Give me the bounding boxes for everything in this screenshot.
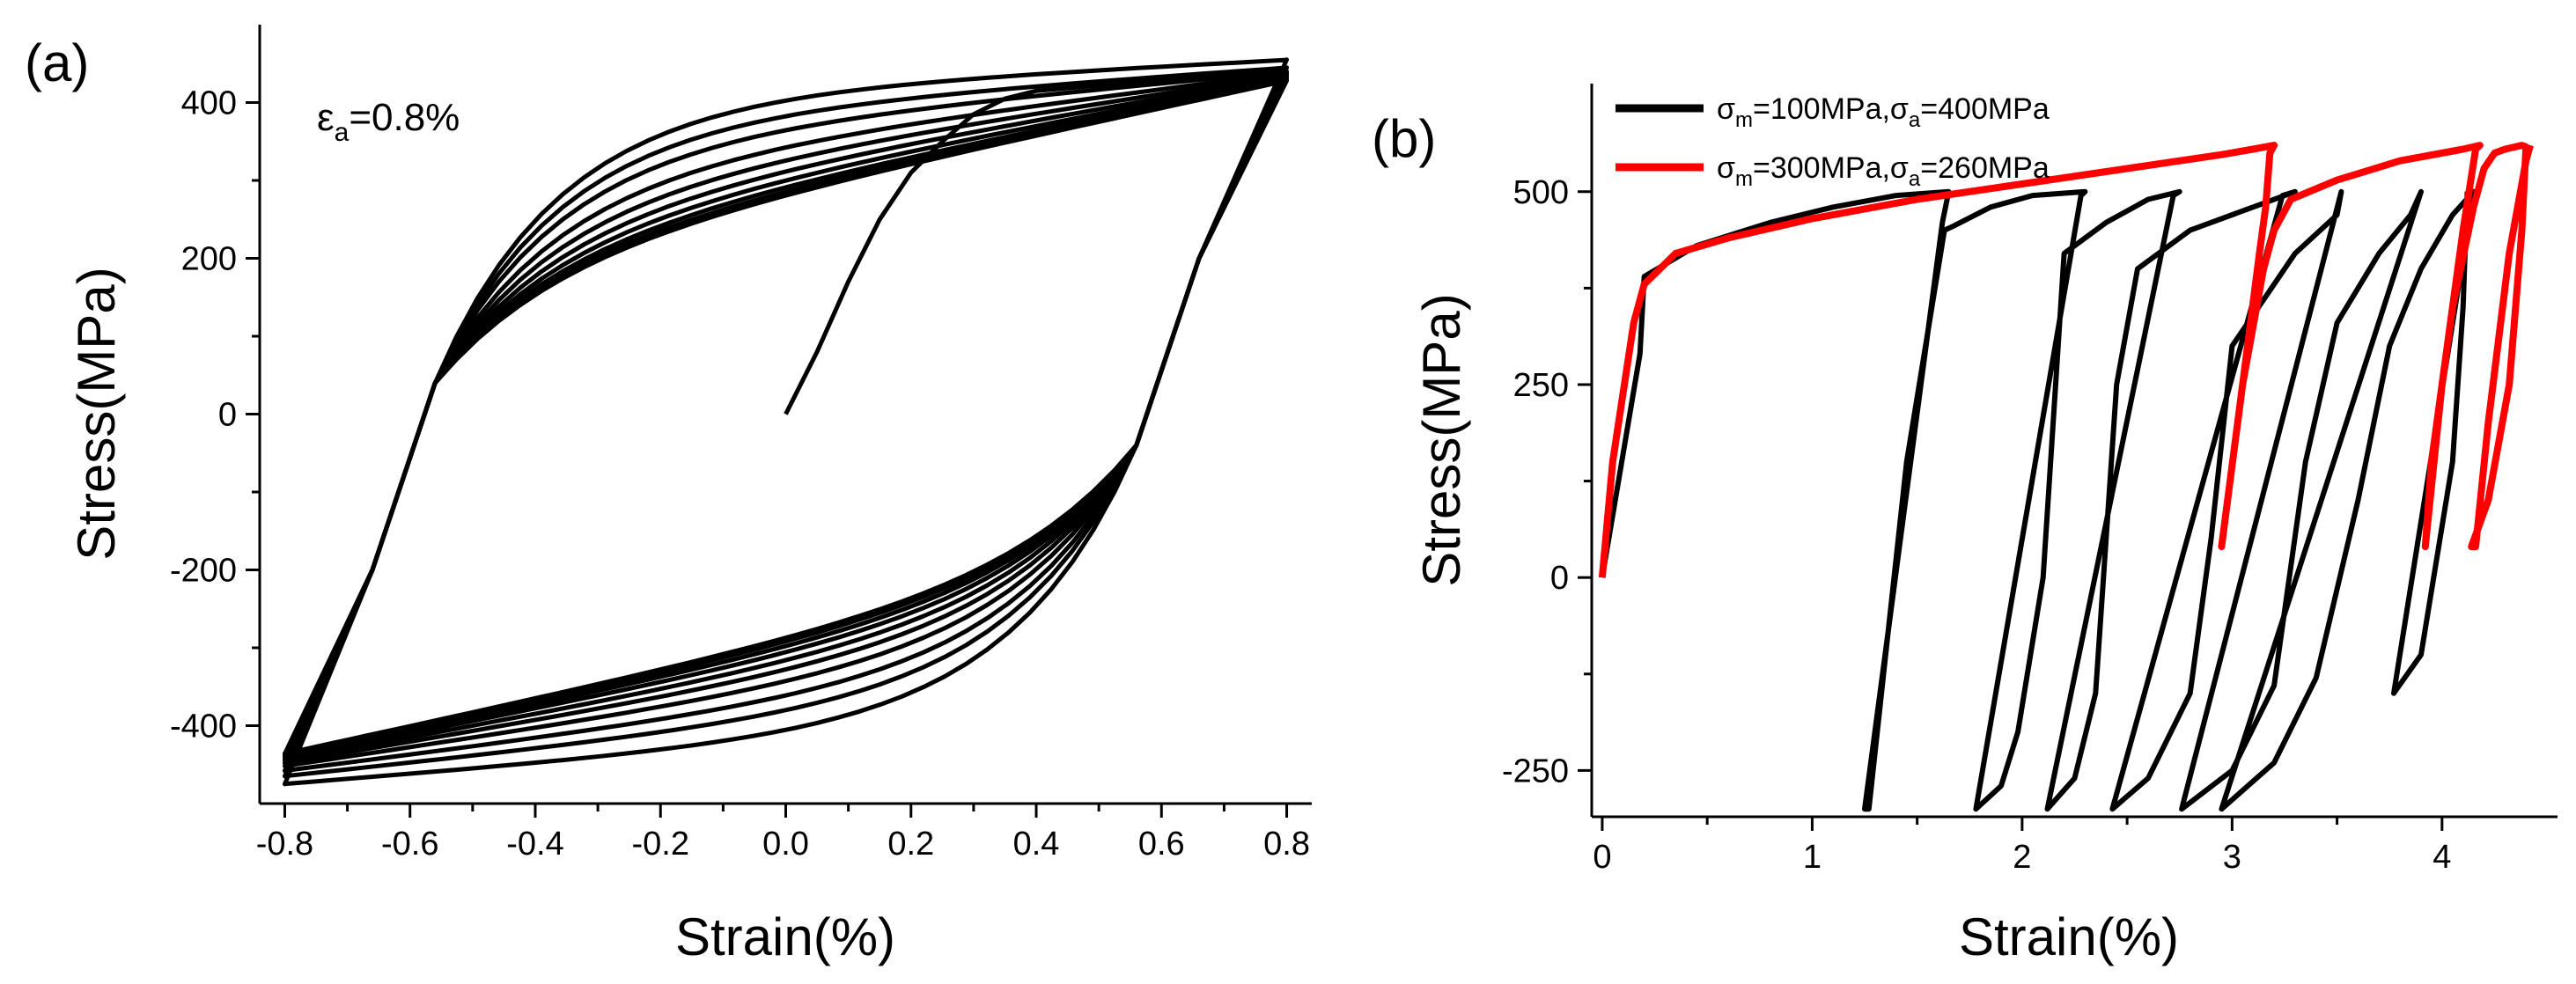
legend-label-black: σm=100MPa,σa=400MPa — [1717, 92, 2050, 132]
panel-a-x-ticks: -0.8 -0.6 -0.4 -0.2 0.0 0.2 0.4 0.6 0.8 — [256, 804, 1310, 863]
panel-b-y-title: Stress(MPa) — [1412, 293, 1471, 586]
panel-a-x-tick-label: -0.2 — [631, 826, 688, 863]
legend-label-red: σm=300MPa,σa=260MPa — [1717, 151, 2050, 191]
series-red-line — [1598, 142, 2534, 578]
legend-red-end: =260MPa — [1920, 151, 2050, 185]
panel-b-label: (b) — [1372, 109, 1436, 168]
panel-a-curves — [283, 57, 1289, 787]
panel-a-y-tick-label: -400 — [170, 709, 237, 745]
annotation-sub: a — [335, 118, 350, 147]
panel-a-x-tick-label: 0.0 — [762, 826, 809, 863]
panel-a-x-tick-label: 0.8 — [1263, 826, 1310, 863]
panel-a-y-tick-label: 0 — [218, 397, 237, 434]
panel-a-label: (a) — [25, 33, 89, 92]
panel-b-x-tick-label: 3 — [2223, 839, 2241, 876]
panel-a-x-tick-label: 0.2 — [887, 826, 934, 863]
hysteresis-loop-2 — [283, 65, 1289, 779]
panel-a-y-tick-label: 400 — [181, 85, 237, 122]
panel-b-y-ticks: -250 0 250 500 — [1502, 174, 1592, 789]
series-black-line — [1599, 188, 2477, 812]
panel-b-x-ticks: 0 1 2 3 4 — [1593, 817, 2451, 876]
panel-b-y-tick-label: 0 — [1550, 560, 1569, 597]
panel-b-y-tick-label: 500 — [1513, 174, 1569, 211]
legend-black-mid: =100MPa,σ — [1753, 92, 1909, 126]
panel-a: (a) -0.8 -0.6 -0.4 -0.2 0.0 0.2 0.4 0.6 0.8 -400… — [25, 25, 1312, 966]
panel-a-x-tick-label: -0.6 — [381, 826, 438, 863]
hysteresis-loop-1 — [283, 57, 1289, 787]
panel-a-x-tick-label: 0.6 — [1138, 826, 1185, 863]
panel-a-annotation: εa=0.8% — [317, 96, 460, 147]
legend-red-mid: =300MPa,σ — [1753, 151, 1909, 185]
legend-red-sub-a: a — [1909, 167, 1921, 191]
annotation-epsilon: ε — [317, 96, 335, 139]
panel-b-x-tick-label: 2 — [2013, 839, 2031, 876]
panel-a-y-title: Stress(MPa) — [67, 267, 126, 560]
panel-b-x-title: Strain(%) — [1959, 907, 2179, 966]
panel-a-y-tick-label: 200 — [181, 241, 237, 278]
panel-a-y-ticks: -400 -200 0 200 400 — [170, 85, 260, 745]
legend-black-sub-a: a — [1909, 108, 1921, 132]
hysteresis-loop-10 — [283, 78, 1289, 756]
panel-a-x-title: Strain(%) — [675, 907, 895, 966]
panel-b-x-tick-label: 4 — [2432, 839, 2451, 876]
panel-a-x-tick-label: 0.4 — [1013, 826, 1060, 863]
panel-a-x-tick-label: -0.4 — [506, 826, 563, 863]
panel-a-y-tick-label: -200 — [170, 553, 237, 590]
legend-black-end: =400MPa — [1920, 92, 2050, 126]
legend-black-sub-m: m — [1735, 108, 1753, 132]
panel-a-x-tick-label: -0.8 — [256, 826, 313, 863]
legend-red-sigma-m: σ — [1717, 151, 1735, 185]
panel-b-y-tick-label: 250 — [1513, 367, 1569, 404]
panel-b-legend: σm=100MPa,σa=400MPa σm=300MPa,σa=260MPa — [1616, 92, 2050, 191]
legend-red-sub-m: m — [1735, 167, 1753, 191]
initial-loading-curve — [784, 69, 1287, 415]
legend-black-sigma-m: σ — [1717, 92, 1735, 126]
panel-b-x-tick-label: 1 — [1803, 839, 1822, 876]
panel-b-curves — [1598, 142, 2534, 812]
hysteresis-loop-3 — [283, 69, 1289, 774]
panel-b-y-tick-label: -250 — [1502, 753, 1569, 789]
hysteresis-loop-7 — [283, 75, 1289, 761]
panel-b-x-tick-label: 0 — [1593, 839, 1611, 876]
annotation-value: =0.8% — [349, 96, 460, 139]
